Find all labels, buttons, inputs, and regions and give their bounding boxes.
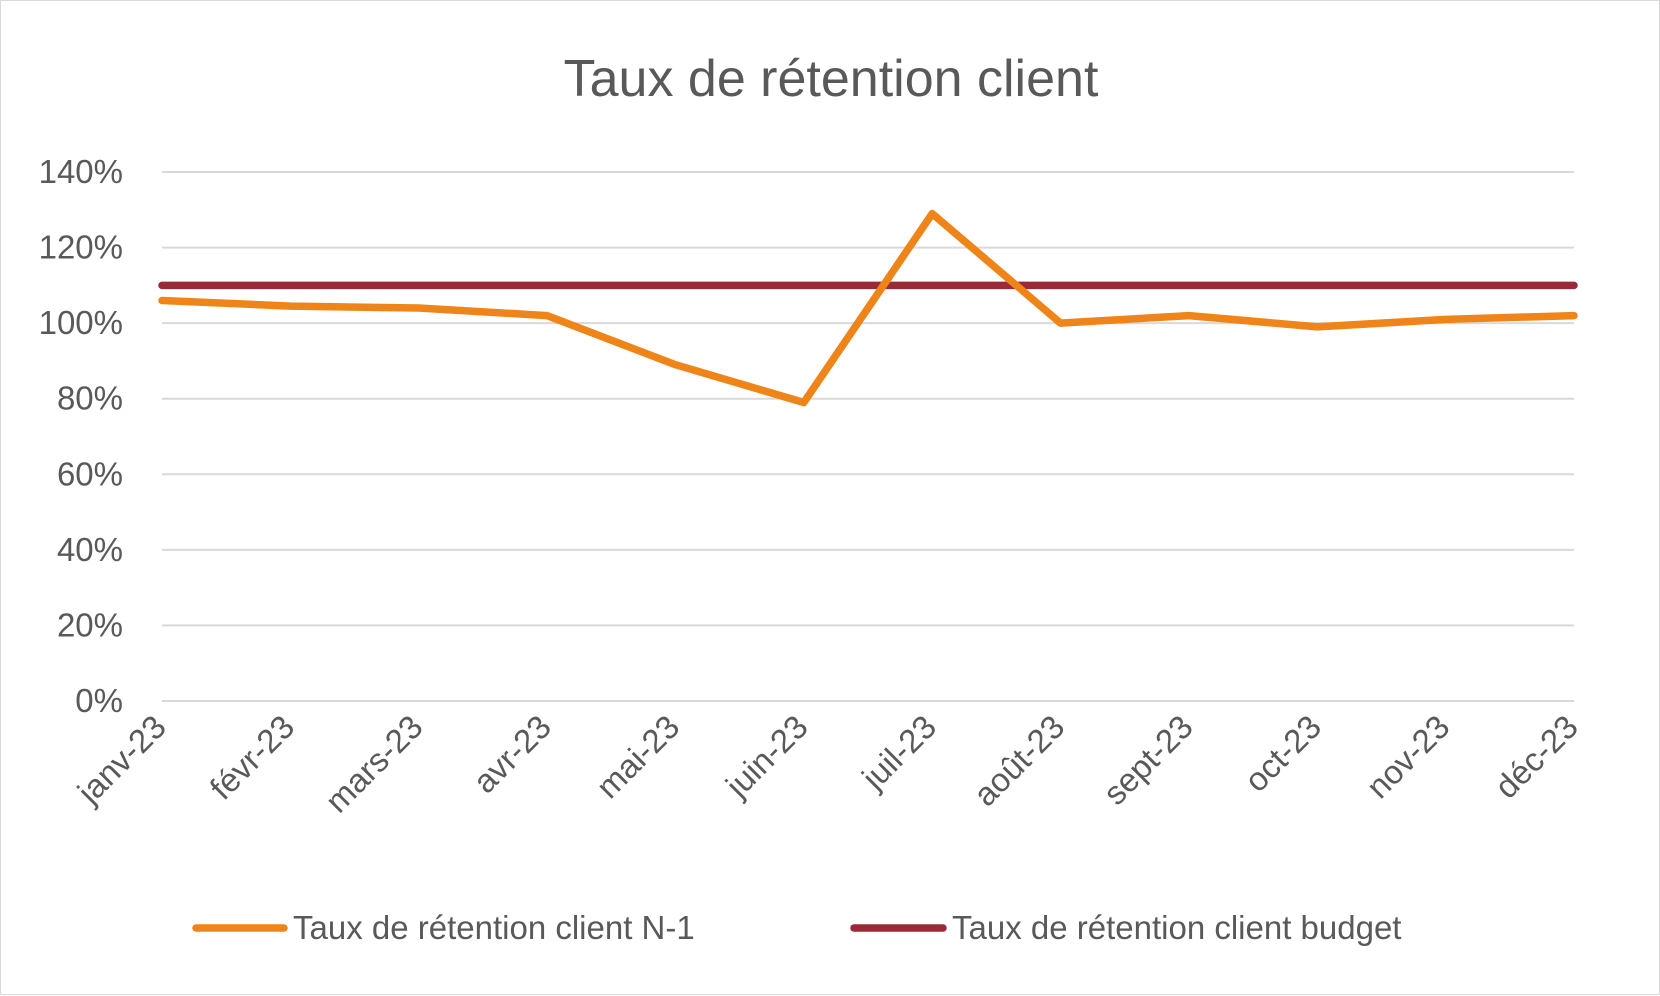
x-tick-label: oct-23 [1237, 708, 1328, 799]
legend-label-0: Taux de rétention client N-1 [293, 909, 695, 946]
x-tick-label: févr-23 [203, 708, 302, 807]
y-tick-label: 120% [39, 229, 123, 266]
y-tick-label: 80% [57, 380, 123, 417]
legend-label-1: Taux de rétention client budget [952, 909, 1401, 946]
chart-title: Taux de rétention client [564, 50, 1099, 108]
x-tick-label: mars-23 [318, 708, 430, 820]
x-tick-label: juin-23 [718, 708, 815, 805]
x-tick-label: sept-23 [1096, 708, 1200, 812]
x-tick-label: déc-23 [1487, 708, 1585, 806]
x-tick-label: avr-23 [466, 708, 558, 800]
y-tick-label: 140% [39, 153, 123, 190]
x-tick-label: août-23 [966, 708, 1071, 813]
x-tick-label: nov-23 [1359, 708, 1457, 806]
x-axis-tick-labels: janv-23 févr-23 mars-23 avr-23 mai-23 juin-23… [70, 708, 1585, 820]
grid-lines [162, 171, 1574, 702]
series-lines [158, 209, 1578, 407]
legend: Taux de rétention client N-1 Taux de réte… [192, 909, 1401, 946]
y-tick-label: 60% [57, 455, 123, 492]
x-tick-label: mai-23 [589, 708, 686, 805]
x-tick-label: juil-23 [854, 708, 943, 797]
x-tick-label: janv-23 [70, 708, 173, 811]
y-tick-label: 40% [57, 531, 123, 568]
y-tick-label: 0% [75, 682, 123, 719]
y-tick-label: 100% [39, 304, 123, 341]
y-tick-label: 20% [57, 606, 123, 643]
series-line-0 [158, 209, 1578, 407]
y-axis-tick-labels: 0% 20% 40% 60% 80% 100% 120% 140% [39, 153, 123, 719]
